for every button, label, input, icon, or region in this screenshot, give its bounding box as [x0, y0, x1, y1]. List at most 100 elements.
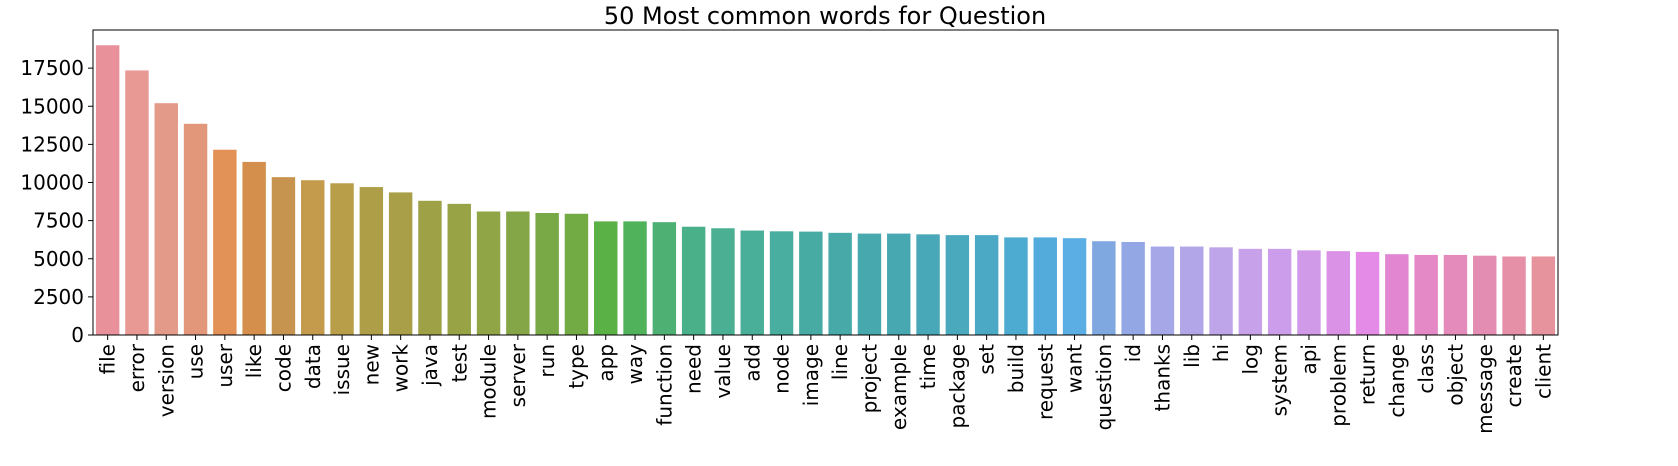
- x-tick-label: change: [1385, 344, 1409, 418]
- x-tick-label: build: [1004, 344, 1028, 393]
- bar-work: [388, 192, 413, 335]
- x-tick-label: new: [359, 344, 383, 385]
- x-tick-label: server: [506, 343, 530, 407]
- x-tick-label: example: [887, 344, 911, 430]
- bar-test: [447, 203, 471, 335]
- x-tick-label: api: [1297, 344, 1321, 375]
- bar-app: [594, 221, 618, 335]
- bar-type: [564, 213, 589, 335]
- x-tick-label: system: [1268, 344, 1292, 416]
- bar-add: [740, 230, 764, 335]
- x-tick-label: need: [682, 344, 706, 394]
- bar-line: [828, 232, 852, 335]
- x-tick-label: java: [418, 344, 442, 387]
- x-tick-label: run: [535, 344, 559, 378]
- chart-title: 50 Most common words for Question: [604, 2, 1046, 30]
- x-tick-label: type: [564, 344, 588, 389]
- bar-data: [301, 180, 325, 335]
- x-tick-label: file: [96, 344, 120, 374]
- x-tick-label: node: [770, 344, 794, 394]
- bar-question: [1092, 241, 1116, 335]
- bar-value: [711, 228, 735, 335]
- x-tick-label: problem: [1326, 344, 1350, 427]
- bar-class: [1414, 254, 1438, 335]
- x-tick-label: issue: [330, 344, 354, 395]
- bar-package: [945, 235, 970, 335]
- x-tick-label: work: [389, 344, 413, 393]
- bar-system: [1267, 248, 1292, 335]
- bar-run: [535, 213, 559, 335]
- x-tick-label: message: [1473, 344, 1497, 434]
- bar-want: [1062, 238, 1087, 335]
- bar-create: [1502, 256, 1526, 335]
- x-tick-label: line: [828, 344, 852, 380]
- bar-version: [154, 103, 178, 335]
- bar-node: [769, 231, 794, 335]
- x-tick-label: return: [1356, 344, 1380, 405]
- bar-request: [1033, 237, 1057, 335]
- x-tick-label: use: [184, 344, 208, 379]
- bar-function: [652, 222, 677, 335]
- bar-project: [857, 233, 882, 335]
- y-tick-label: 2500: [33, 285, 84, 309]
- bar-set: [974, 235, 999, 335]
- y-tick-label: 15000: [20, 94, 84, 118]
- x-tick-label: hi: [1209, 344, 1233, 362]
- x-tick-label: project: [857, 344, 881, 414]
- x-tick-label: request: [1033, 344, 1057, 420]
- y-tick-label: 17500: [20, 56, 84, 80]
- x-tick-label: thanks: [1150, 344, 1174, 411]
- x-axis: file error version use user like code data issue…: [96, 335, 1555, 434]
- bar-problem: [1326, 251, 1350, 335]
- x-tick-label: module: [477, 344, 501, 419]
- x-tick-label: data: [301, 344, 325, 389]
- y-tick-label: 12500: [20, 132, 84, 156]
- bar-way: [623, 221, 647, 335]
- x-tick-label: want: [1063, 344, 1087, 393]
- bar-code: [271, 177, 296, 335]
- bar-like: [242, 161, 266, 335]
- x-tick-label: function: [652, 344, 676, 426]
- x-tick-label: package: [945, 344, 969, 428]
- x-tick-label: id: [1121, 344, 1145, 362]
- bar-api: [1297, 250, 1321, 335]
- y-tick-label: 5000: [33, 247, 84, 271]
- bar-java: [418, 200, 442, 335]
- bar-id: [1121, 241, 1145, 335]
- bar-time: [916, 234, 940, 335]
- y-tick-label: 0: [71, 323, 84, 347]
- x-tick-label: value: [711, 344, 735, 399]
- bar-issue: [330, 183, 354, 335]
- bar-image: [799, 231, 823, 335]
- bar-example: [887, 233, 911, 335]
- bar-build: [1004, 237, 1028, 335]
- x-tick-label: question: [1092, 344, 1116, 430]
- y-axis: 0 2500 5000 7500 10000 12500 15000 17500: [20, 56, 93, 347]
- bar-new: [359, 187, 384, 335]
- bar-error: [125, 70, 149, 335]
- bar-need: [681, 226, 706, 335]
- x-tick-label: object: [1443, 344, 1467, 406]
- x-tick-label: create: [1502, 344, 1526, 408]
- bar-change: [1385, 254, 1409, 335]
- bar-file: [95, 45, 120, 335]
- x-tick-label: test: [447, 344, 471, 383]
- x-tick-label: error: [125, 343, 149, 392]
- y-tick-label: 7500: [33, 209, 84, 233]
- x-tick-label: user: [213, 343, 237, 387]
- x-tick-label: client: [1531, 344, 1555, 399]
- bar-user: [213, 149, 237, 335]
- x-tick-label: image: [799, 344, 823, 406]
- plot-frame: [92, 29, 1559, 336]
- bar-hi: [1209, 247, 1233, 335]
- x-tick-label: log: [1238, 344, 1262, 375]
- x-tick-label: like: [242, 344, 266, 378]
- bars-group: [95, 45, 1556, 335]
- x-tick-label: class: [1414, 344, 1438, 394]
- x-tick-label: lib: [1180, 344, 1204, 368]
- bar-lib: [1180, 246, 1204, 335]
- x-tick-label: code: [271, 344, 295, 392]
- bar-return: [1355, 251, 1380, 335]
- x-tick-label: way: [623, 344, 647, 385]
